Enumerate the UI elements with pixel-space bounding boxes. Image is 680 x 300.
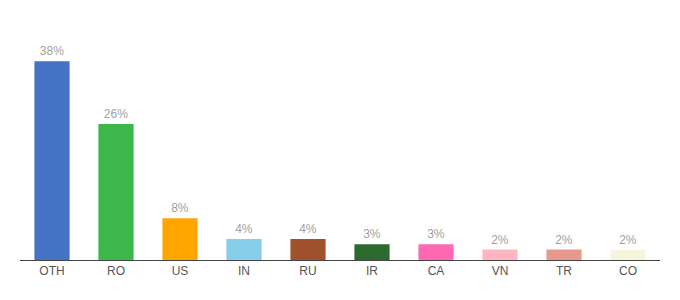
svg-text:CA: CA: [428, 264, 445, 278]
svg-text:8%: 8%: [171, 201, 189, 215]
svg-text:2%: 2%: [491, 233, 509, 247]
svg-text:4%: 4%: [235, 222, 253, 236]
svg-text:38%: 38%: [40, 44, 64, 58]
svg-text:RO: RO: [107, 264, 125, 278]
svg-text:TR: TR: [556, 264, 572, 278]
svg-text:2%: 2%: [555, 233, 573, 247]
svg-text:IR: IR: [366, 264, 378, 278]
svg-text:3%: 3%: [363, 227, 381, 241]
svg-text:IN: IN: [238, 264, 250, 278]
svg-text:VN: VN: [492, 264, 509, 278]
svg-text:3%: 3%: [427, 227, 445, 241]
svg-text:CO: CO: [619, 264, 637, 278]
svg-text:26%: 26%: [104, 107, 128, 121]
svg-text:OTH: OTH: [39, 264, 64, 278]
svg-text:4%: 4%: [299, 222, 317, 236]
svg-text:RU: RU: [299, 264, 316, 278]
svg-text:2%: 2%: [619, 233, 637, 247]
svg-text:US: US: [172, 264, 189, 278]
